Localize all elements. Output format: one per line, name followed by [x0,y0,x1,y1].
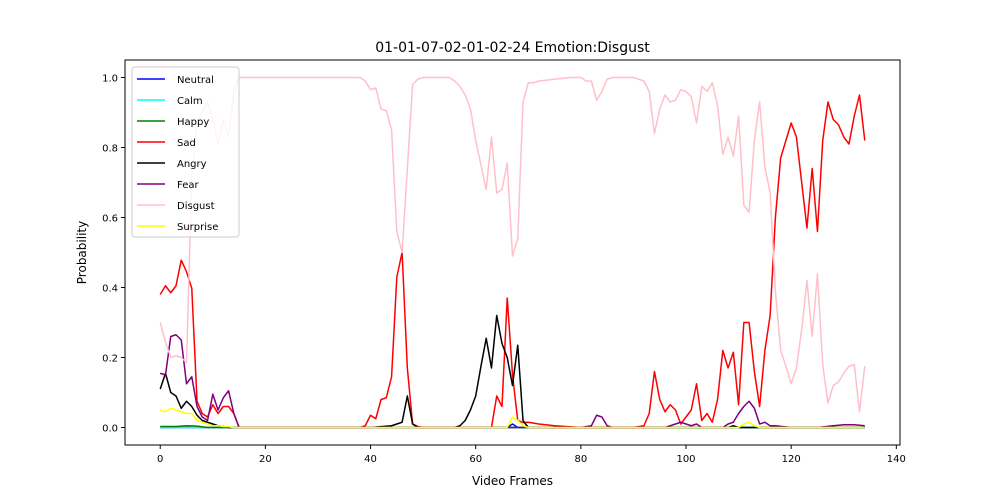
x-tick-label: 120 [782,454,801,465]
legend-box [131,66,240,238]
y-tick-label: 0.2 [102,354,118,365]
x-axis: 0 20 40 60 80 100 120 140 [157,445,906,465]
y-tick-label: 0.4 [102,284,118,295]
x-tick-label: 60 [469,454,482,465]
legend-label-sad: Sad [177,138,196,149]
plot-lines [159,76,866,429]
legend-label-calm: Calm [177,96,203,107]
series-line-disgust [159,76,866,413]
legend: Neutral Calm Happy Sad Angry Fear Disgust Surpr… [131,66,240,238]
legend-label-neutral: Neutral [177,75,214,86]
plot-frame [124,59,901,446]
x-tick-label: 140 [887,454,906,465]
x-tick-label: 80 [574,454,587,465]
x-axis-label: Video Frames [472,474,553,488]
legend-label-surprise: Surprise [177,222,218,233]
y-tick-label: 0.0 [102,424,118,435]
legend-label-disgust: Disgust [177,201,215,212]
legend-label-happy: Happy [177,117,209,128]
series-line-angry [159,314,865,429]
y-tick-label: 0.6 [102,214,118,225]
y-tick-label: 1.0 [102,74,118,85]
x-tick-label: 100 [676,454,695,465]
x-tick-label: 40 [364,454,377,465]
x-tick-label: 20 [259,454,272,465]
series-line-fear [159,334,865,429]
x-tick-label: 0 [157,454,163,465]
y-axis: 0.0 0.2 0.4 0.6 0.8 1.0 [102,74,125,435]
chart-title: 01-01-07-02-01-02-24 Emotion:Disgust [375,40,650,56]
series-line-sad [159,94,866,429]
legend-label-angry: Angry [177,159,207,170]
series-line-surprise [159,407,865,429]
y-axis-label: Probability [75,221,89,284]
y-tick-label: 0.8 [102,144,118,155]
legend-label-fear: Fear [177,180,199,191]
